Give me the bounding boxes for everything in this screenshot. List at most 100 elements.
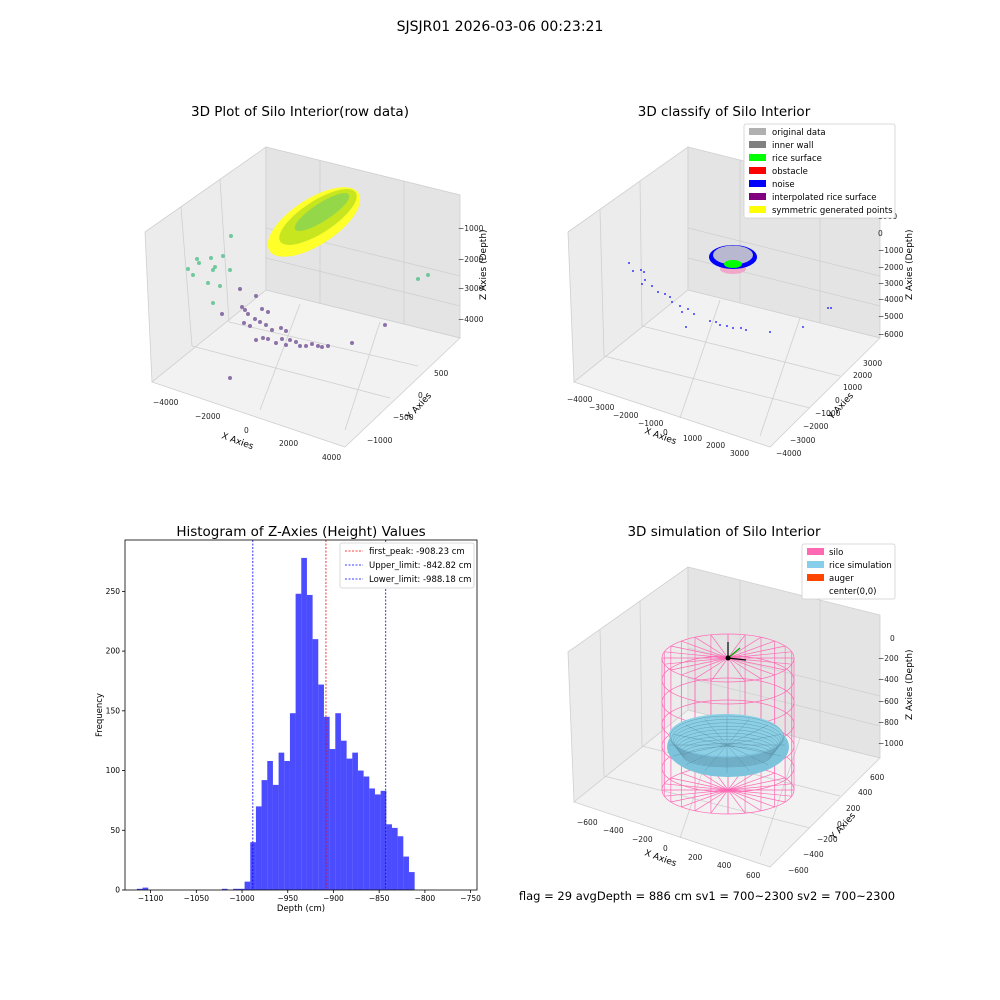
- legend-swatch: [807, 574, 824, 581]
- silo-top-spoke: [694, 636, 729, 659]
- panel-raw-floor-pane: [151, 289, 461, 448]
- silo-top-spoke: [670, 657, 729, 671]
- legend-label: Upper_limit: -842.82 cm: [369, 561, 472, 571]
- panel-classify-axes: [567, 146, 881, 448]
- histogram-bar: [295, 593, 302, 890]
- rice-mesh-spoke: [685, 744, 728, 765]
- silo-top-spoke: [664, 651, 729, 659]
- histogram-xlabel: Depth (cm): [277, 904, 325, 914]
- legend-label: symmetric generated points: [772, 206, 893, 216]
- cls-z-tick: −2000: [878, 263, 904, 272]
- sim-y-tick: −600: [788, 866, 809, 875]
- rice-mesh-spoke: [726, 719, 750, 746]
- histogram-y-tick-label: 0: [115, 886, 120, 895]
- noise-point: [715, 321, 717, 323]
- sim-y-tick: −200: [817, 835, 838, 844]
- silo-top-spoke: [694, 657, 729, 680]
- panel-simulation-title: 3D simulation of Silo Interior: [627, 524, 821, 540]
- histogram-bar: [346, 758, 353, 890]
- histogram-bar: [329, 749, 336, 890]
- silo-bottom-spoke: [681, 789, 729, 808]
- raw-data-point: [279, 326, 283, 330]
- raw-y-tick: −1000: [367, 436, 393, 445]
- silo-top-spoke: [727, 657, 786, 671]
- legend-label: auger: [829, 574, 854, 584]
- noise-point: [669, 296, 671, 298]
- raw-y-tick: −500: [393, 413, 414, 422]
- histogram-legend: first_peak: -908.23 cm Upper_limit: -842…: [339, 542, 475, 589]
- histogram-bar: [233, 888, 239, 890]
- histogram-frame: [124, 539, 478, 891]
- noise-point: [628, 262, 630, 264]
- panel-classify-3d: 3D classify of Silo Interior −4000 −3000…: [567, 104, 915, 458]
- rice-mesh-spoke: [704, 744, 728, 771]
- histogram-bar: [357, 770, 364, 890]
- noise-point: [681, 311, 683, 313]
- legend-box: [801, 543, 896, 600]
- raw-data-point: [248, 324, 252, 328]
- histogram-bar: [289, 713, 296, 890]
- status-footer: flag = 29 avgDepth = 886 cm sv1 = 700~23…: [519, 889, 895, 903]
- histogram-y-tick-label: 50: [110, 826, 120, 835]
- raw-data-point: [294, 340, 298, 344]
- cls-x-tick: −4000: [567, 395, 593, 404]
- panel-simulation-ylabel: Y Axies: [828, 811, 858, 843]
- histogram-bar: [244, 881, 251, 890]
- legend-swatch: [749, 141, 766, 148]
- histogram-bar: [363, 776, 370, 890]
- legend-swatch: [807, 548, 824, 555]
- panel-classify-xlabel: X Axies: [643, 426, 678, 447]
- raw-data-point: [284, 329, 288, 333]
- raw-data-point: [288, 338, 292, 342]
- raw-data-point: [218, 284, 222, 288]
- center-point: [725, 655, 731, 661]
- panel-simulation-tick-labels: −600 −400 −200 0 200 400 600 −600 −400 −…: [577, 634, 904, 880]
- legend-swatch: [749, 206, 766, 213]
- raw-data-point: [221, 254, 225, 258]
- raw-data-point: [426, 273, 430, 277]
- noise-point: [671, 301, 673, 303]
- noise-point: [644, 279, 646, 281]
- silo-bottom-spoke: [664, 789, 729, 797]
- panel-classify-silo: [709, 245, 757, 274]
- histogram-x-tick-label: −1100: [138, 894, 164, 903]
- raw-data-point: [211, 268, 215, 272]
- noise-point: [632, 270, 634, 272]
- histogram-ylabel: Frequency: [95, 693, 105, 737]
- histogram-bar: [255, 806, 262, 890]
- sim-z-tick: 0: [890, 634, 895, 643]
- raw-data-point: [260, 307, 264, 311]
- histogram-bar: [369, 788, 375, 890]
- noise-point: [830, 307, 832, 309]
- noise-point: [745, 329, 747, 331]
- cls-z-tick: −5000: [878, 312, 904, 321]
- sim-z-tick: −600: [878, 697, 899, 706]
- legend-swatch: [749, 167, 766, 174]
- silo-bottom-spoke: [670, 777, 729, 791]
- sim-z-tick: −200: [878, 654, 899, 663]
- rice-mesh-spoke: [673, 734, 728, 746]
- histogram-bar: [238, 888, 245, 890]
- rice-mesh-spoke: [704, 719, 728, 746]
- cls-x-tick: 1000: [683, 434, 702, 443]
- silo-bottom-spoke: [681, 772, 729, 791]
- panel-raw-3d: 3D Plot of Silo Interior(row data) −4000…: [144, 104, 489, 462]
- raw-data-point: [238, 287, 242, 291]
- raw-data-point: [326, 344, 330, 348]
- sim-x-tick: −600: [577, 818, 598, 827]
- raw-data-point: [254, 338, 258, 342]
- raw-data-point: [316, 344, 320, 348]
- raw-data-point: [254, 294, 258, 298]
- raw-data-point: [383, 323, 387, 327]
- histogram-x-tick-label: −900: [323, 894, 344, 903]
- silo-top-spoke: [727, 657, 762, 680]
- histogram-bar: [391, 827, 398, 890]
- cls-x-tick: −2000: [613, 411, 639, 420]
- legend-swatch: [749, 128, 766, 135]
- silo-bottom-spoke: [727, 783, 792, 791]
- noise-point: [641, 283, 643, 285]
- sim-z-tick: −1000: [878, 739, 904, 748]
- histogram-x-tick-label: −1000: [229, 894, 255, 903]
- histogram-plot-area: −1100 −1050 −1000 −950 −900 −850 −800 −750 0 50 10…: [106, 540, 481, 903]
- silo-bottom-spoke: [727, 789, 792, 797]
